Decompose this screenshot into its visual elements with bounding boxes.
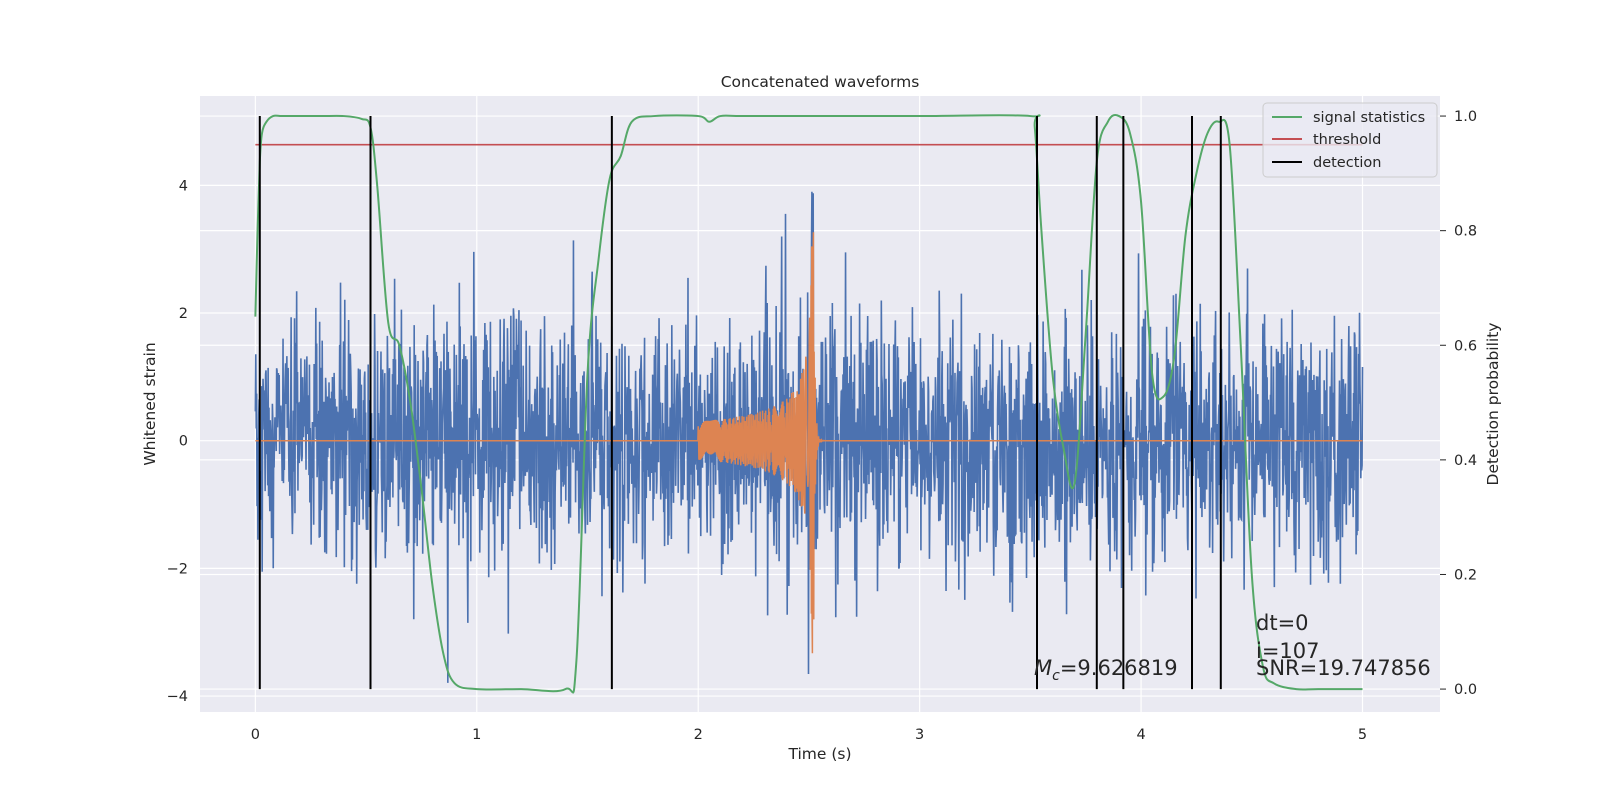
dt-annotation: dt=0 [1256,611,1309,635]
right-y-tick-label: 0.6 [1454,338,1477,354]
right-y-tick-label: 0.2 [1454,567,1477,583]
x-axis-ticks: 0 1 2 3 4 5 [251,727,1367,743]
chart-title: Concatenated waveforms [721,73,920,91]
x-tick-label: 0 [251,727,260,743]
right-y-axis-ticks: 0.0 0.2 0.4 0.6 0.8 1.0 [1440,109,1477,698]
right-y-tick-label: 1.0 [1454,109,1477,125]
x-axis-label: Time (s) [787,745,851,763]
left-y-tick-label: 0 [179,434,188,450]
left-y-tick-label: −2 [167,561,188,577]
left-y-axis-ticks: −4 −2 0 2 4 [167,178,188,705]
mc-annotation: Mc=9.626819 [1034,656,1178,684]
legend-label-signal-statistics: signal statistics [1313,110,1425,126]
right-y-tick-label: 0.8 [1454,224,1477,240]
legend-label-threshold: threshold [1313,132,1381,148]
index-annotation: i=107 [1256,639,1320,663]
left-y-tick-label: 4 [179,178,188,194]
legend: signal statistics threshold detection [1262,102,1438,178]
x-tick-label: 1 [472,727,481,743]
legend-box [1262,102,1438,178]
injected-waveform-line [255,232,1363,654]
left-y-tick-label: −4 [167,689,188,705]
snr-annotation: SNR=19.747856 [1256,656,1431,680]
grid [200,96,1440,712]
x-tick-label: 4 [1136,727,1145,743]
x-tick-label: 5 [1358,727,1367,743]
x-tick-label: 2 [694,727,703,743]
x-tick-label: 3 [915,727,924,743]
right-y-tick-label: 0.0 [1454,682,1477,698]
right-y-axis-label: Detection probability [1484,323,1502,486]
right-y-tick-label: 0.4 [1454,453,1477,469]
signal-statistics-line [254,114,1363,694]
left-y-tick-label: 2 [179,306,188,322]
legend-label-detection: detection [1313,155,1381,171]
left-y-axis-label: Whitened strain [141,342,159,465]
data-layer [254,114,1364,694]
